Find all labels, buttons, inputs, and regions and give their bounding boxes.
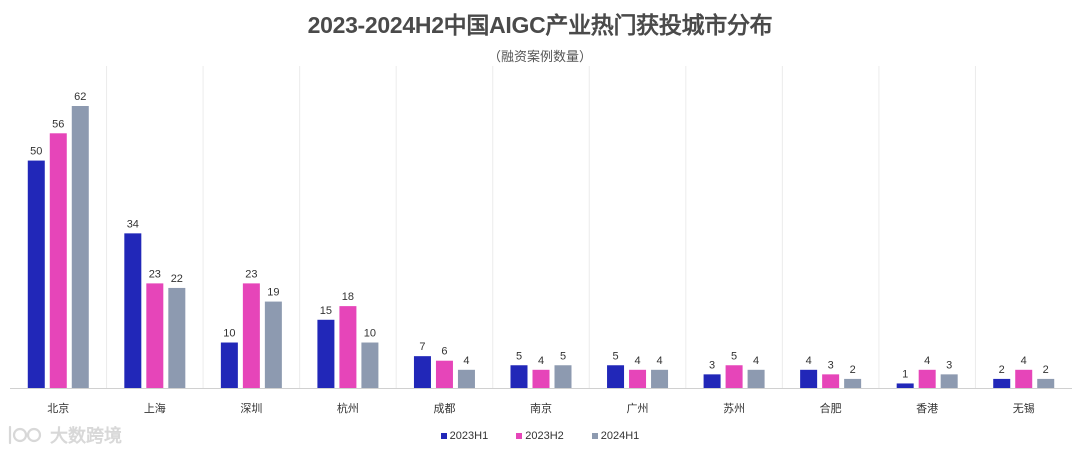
- bar: [71, 106, 89, 388]
- bar: [49, 133, 67, 388]
- legend: 2023H1 2023H2 2024H1: [0, 430, 1080, 442]
- data-label: 2: [850, 364, 856, 376]
- legend-label-2024h1: 2024H1: [600, 430, 640, 442]
- bar: [339, 306, 357, 388]
- bar: [457, 369, 475, 388]
- bar: [317, 319, 335, 388]
- category-label: 合肥: [820, 401, 842, 415]
- data-label: 34: [127, 218, 139, 230]
- bar: [435, 360, 453, 388]
- bar: [800, 369, 818, 388]
- bar: [168, 287, 186, 388]
- category-label: 北京: [47, 401, 69, 415]
- bar: [146, 283, 164, 388]
- data-label: 2: [1043, 364, 1049, 376]
- watermark-logo: 大数跨境: [6, 422, 122, 448]
- chart-title: 2023-2024H2中国AIGC产业热门获投城市分布: [307, 12, 773, 38]
- data-label: 4: [924, 355, 930, 367]
- legend-item-2023h2: 2023H2: [516, 430, 564, 442]
- legend-item-2024h1: 2024H1: [591, 430, 640, 442]
- category-label: 香港: [916, 402, 938, 415]
- bar: [220, 342, 238, 388]
- bar: [554, 365, 572, 388]
- data-label: 4: [656, 355, 662, 367]
- bar: [27, 160, 45, 388]
- bar: [607, 365, 625, 388]
- data-label: 62: [74, 91, 86, 103]
- bar: [747, 369, 765, 388]
- bar: [629, 369, 647, 388]
- legend-swatch-2023h2: [516, 433, 523, 439]
- bar: [510, 365, 528, 388]
- bar: [413, 356, 431, 388]
- data-label: 2: [999, 364, 1005, 376]
- data-label: 5: [612, 350, 618, 362]
- data-label: 10: [364, 328, 376, 340]
- bar: [651, 369, 669, 388]
- bar: [361, 342, 379, 388]
- category-label: 广州: [627, 402, 649, 415]
- data-label: 19: [267, 287, 279, 299]
- chart-subtitle: （融资案例数量）: [487, 49, 592, 64]
- category-label: 南京: [530, 401, 552, 415]
- bar: [993, 378, 1011, 388]
- data-label: 7: [419, 341, 425, 353]
- data-label: 5: [516, 350, 522, 362]
- data-label: 23: [149, 268, 161, 280]
- legend-item-2023h1: 2023H1: [440, 430, 489, 442]
- bar: [1015, 369, 1033, 388]
- logo-icon: [8, 425, 42, 445]
- bar: [725, 365, 743, 388]
- category-label: 苏州: [723, 402, 745, 415]
- bar: [532, 369, 550, 388]
- data-label: 3: [828, 359, 834, 371]
- category-label: 上海: [144, 401, 166, 415]
- bar: [940, 374, 958, 388]
- bar: [844, 378, 862, 388]
- data-label: 6: [441, 346, 447, 358]
- legend-label-2023h2: 2023H2: [525, 430, 564, 442]
- data-label: 3: [709, 359, 715, 371]
- data-label: 4: [1021, 355, 1027, 367]
- data-label: 18: [342, 291, 354, 303]
- data-label: 10: [223, 328, 235, 340]
- category-label: 无锡: [1013, 401, 1035, 415]
- data-label: 23: [245, 268, 257, 280]
- data-label: 15: [320, 305, 332, 317]
- category-label: 杭州: [337, 401, 359, 415]
- data-label: 4: [538, 355, 544, 367]
- legend-swatch-2023h1: [440, 433, 447, 439]
- data-label: 4: [634, 355, 640, 367]
- legend-label-2023h1: 2023H1: [449, 430, 489, 442]
- bar: [242, 283, 260, 388]
- category-label: 成都: [433, 402, 455, 415]
- bar: [918, 369, 936, 388]
- data-label: 4: [753, 355, 759, 367]
- data-label: 22: [171, 273, 183, 285]
- bar: [124, 233, 142, 388]
- data-label: 1: [902, 368, 908, 380]
- watermark-text: 大数跨境: [50, 426, 122, 447]
- data-label: 56: [52, 118, 64, 130]
- category-label: 深圳: [240, 402, 262, 415]
- data-label: 5: [731, 350, 737, 362]
- bar: [896, 383, 914, 388]
- bar: [822, 374, 840, 388]
- legend-swatch-2024h1: [591, 433, 598, 439]
- bar: [264, 301, 282, 388]
- data-label: 4: [806, 355, 812, 367]
- bar: [703, 374, 721, 388]
- data-label: 50: [30, 146, 42, 158]
- data-label: 3: [946, 359, 952, 371]
- data-label: 4: [463, 355, 469, 367]
- bar: [1037, 378, 1055, 388]
- data-label: 5: [560, 350, 566, 362]
